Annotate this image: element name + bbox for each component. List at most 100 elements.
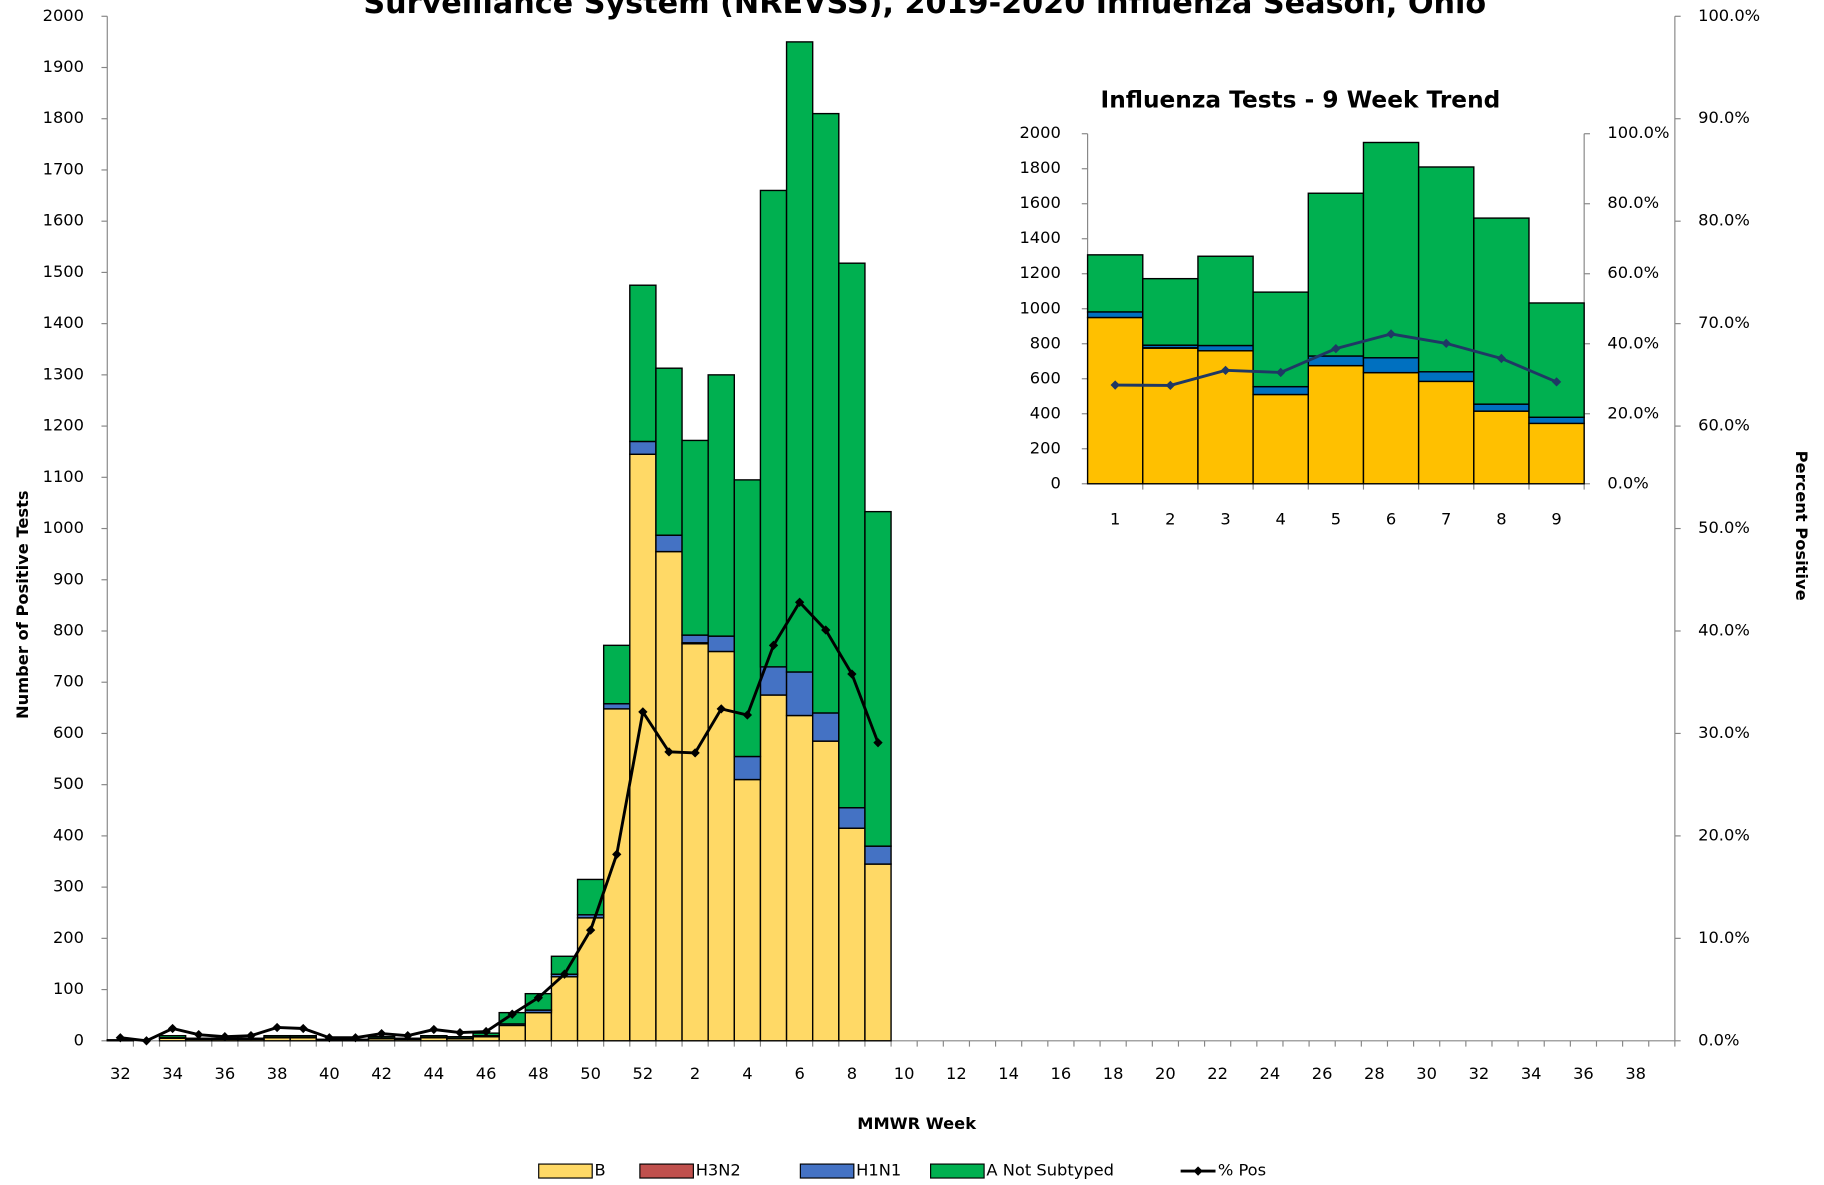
bar-segment <box>602 708 631 1042</box>
line-marker <box>847 669 857 679</box>
bar-segment <box>655 367 683 536</box>
bar-segment <box>838 827 866 1042</box>
line-marker <box>246 1031 256 1041</box>
bar-segment <box>1086 316 1144 485</box>
legend-swatch <box>799 1163 855 1179</box>
line-marker <box>716 704 726 714</box>
bar-segment <box>629 440 657 455</box>
x-tick-label: 20 <box>1155 1064 1176 1083</box>
x-axis-title: MMWR Week <box>857 1114 977 1133</box>
y2-tick-label: 60.0% <box>1607 263 1659 282</box>
y-tick-label: 1200 <box>1019 263 1060 282</box>
y-tick-label: 1200 <box>43 416 84 435</box>
line-marker <box>768 640 779 650</box>
legend-swatch <box>538 1163 593 1179</box>
line-marker <box>220 1032 230 1042</box>
y-tick-label: 500 <box>53 774 84 793</box>
x-tick-label: 42 <box>371 1064 392 1083</box>
y-tick-label: 400 <box>1030 403 1061 422</box>
bar-segment <box>1252 385 1309 396</box>
y-tick-label: 1600 <box>1019 193 1060 212</box>
bar-segment <box>733 778 762 1042</box>
bar-segment <box>1362 141 1420 359</box>
bar-segment <box>811 112 840 714</box>
bar-segment <box>629 284 657 443</box>
x-tick-label: 12 <box>946 1064 967 1083</box>
y2-tick-label: 20.0% <box>1607 403 1659 422</box>
x-tick-label: 36 <box>1573 1064 1594 1083</box>
x-tick-label: 18 <box>1103 1064 1124 1083</box>
line-marker <box>533 993 544 1003</box>
bar-segment <box>1142 277 1199 346</box>
bar-segment <box>1197 255 1254 347</box>
y-tick-label: 800 <box>53 620 84 639</box>
y-tick-label: 0 <box>74 1030 84 1049</box>
bar-segment <box>289 1034 317 1038</box>
bar-segment <box>576 917 605 1042</box>
y2-tick-label: 0.0% <box>1698 1030 1739 1049</box>
x-tick-label: 8 <box>847 1064 857 1083</box>
y2-tick-label: 80.0% <box>1698 211 1750 230</box>
bar-segment <box>524 1011 553 1042</box>
bar-segment <box>1417 380 1475 485</box>
bar-segment <box>602 644 631 705</box>
x-tick-label: 30 <box>1416 1064 1437 1083</box>
line-marker <box>873 738 883 748</box>
y2-tick-label: 80.0% <box>1607 193 1659 212</box>
bar-segment <box>1417 371 1475 383</box>
bar-segment <box>864 510 892 847</box>
y2-tick-label: 60.0% <box>1698 416 1750 435</box>
x-tick-label: 50 <box>580 1064 601 1083</box>
bar-segment <box>1197 344 1254 352</box>
line-marker <box>821 625 831 635</box>
legend-label: B <box>595 1161 606 1180</box>
bar-segment <box>681 643 709 1042</box>
y-tick-label: 1800 <box>1019 158 1060 177</box>
legend-label: A Not Subtyped <box>986 1161 1114 1180</box>
x-tick-label: 38 <box>1625 1064 1646 1083</box>
legend-marker <box>1193 1166 1203 1176</box>
x-tick-label: 46 <box>476 1064 497 1083</box>
line-marker <box>298 1023 308 1034</box>
y2-tick-label: 50.0% <box>1698 518 1750 537</box>
y2-tick-label: 100.0% <box>1607 123 1669 142</box>
y-tick-label: 1000 <box>43 518 84 537</box>
x-tick-label: 2 <box>1165 509 1175 528</box>
bar-segment <box>785 671 814 717</box>
bar-segment <box>1086 311 1144 319</box>
legend-swatch <box>639 1163 694 1179</box>
y2-tick-label: 90.0% <box>1698 108 1750 127</box>
line-marker <box>194 1030 204 1040</box>
bar-segment <box>759 694 788 1042</box>
y-tick-label: 600 <box>1030 368 1061 387</box>
bar-segment <box>629 453 657 1042</box>
y-axis-title: Number of Positive Tests <box>13 490 32 719</box>
bar-segment <box>1473 217 1530 405</box>
line-marker <box>324 1033 334 1043</box>
bar-segment <box>864 863 892 1042</box>
legend-swatch <box>930 1163 985 1179</box>
bar-segment <box>1528 302 1585 418</box>
y2-tick-label: 30.0% <box>1698 723 1750 742</box>
bar-segment <box>263 1034 291 1038</box>
y2-tick-label: 20.0% <box>1698 825 1750 844</box>
y-tick-label: 0 <box>1050 473 1060 492</box>
x-tick-label: 6 <box>1386 509 1396 528</box>
line-marker <box>115 1033 125 1043</box>
x-tick-label: 34 <box>1521 1064 1542 1083</box>
line-marker <box>455 1027 465 1038</box>
legend-label: % Pos <box>1218 1161 1266 1180</box>
x-tick-label: 2 <box>690 1064 700 1083</box>
x-tick-label: 32 <box>110 1064 131 1083</box>
bar-segment <box>707 650 736 1042</box>
y-tick-label: 2000 <box>1019 123 1060 142</box>
x-tick-label: 16 <box>1051 1064 1072 1083</box>
y-tick-label: 400 <box>53 825 84 844</box>
y2-axis-title: Percent Positive <box>1792 451 1811 601</box>
line-marker <box>1331 344 1341 354</box>
line-marker <box>585 925 596 935</box>
y-tick-label: 1300 <box>43 364 84 383</box>
line-marker <box>1496 353 1507 364</box>
y2-tick-label: 70.0% <box>1698 313 1750 332</box>
